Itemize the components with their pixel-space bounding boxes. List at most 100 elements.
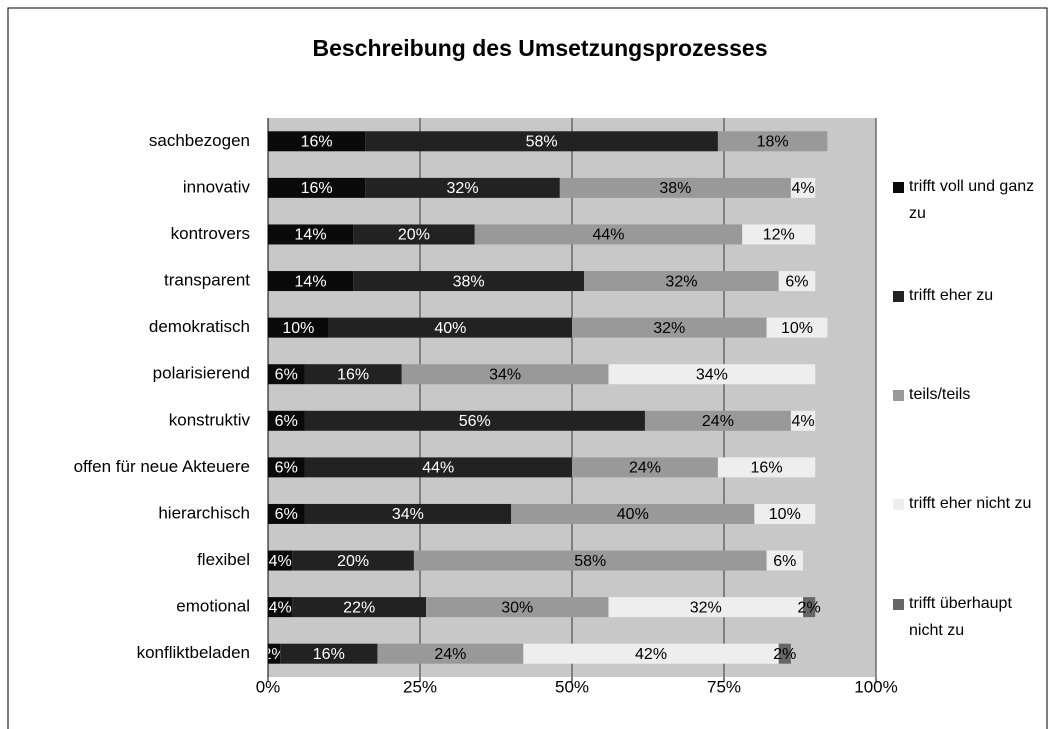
legend-swatch xyxy=(893,182,904,193)
bar-segment xyxy=(268,410,305,431)
bar-segment xyxy=(766,317,828,338)
data-label: 4% xyxy=(269,599,292,616)
bar-segment xyxy=(644,410,791,431)
data-label: 6% xyxy=(785,273,808,290)
bar-segment xyxy=(304,364,402,385)
bar-segment xyxy=(268,503,305,524)
legend-swatch xyxy=(893,390,904,401)
data-label: 32% xyxy=(690,599,722,616)
bar-segment xyxy=(328,317,572,338)
chart-title: Beschreibung des Umsetzungsprozesses xyxy=(312,35,767,61)
legend-label: trifft eher nicht zu xyxy=(909,495,1032,512)
bar-segment xyxy=(292,550,414,571)
data-label: 44% xyxy=(592,227,624,244)
data-label: 10% xyxy=(282,320,314,337)
data-label: 58% xyxy=(526,134,558,151)
x-tick-label: 75% xyxy=(707,677,741,696)
bar-segment xyxy=(268,131,366,152)
legend-label: trifft eher zu xyxy=(909,287,994,304)
bar-segment xyxy=(268,364,305,385)
bar-segment xyxy=(608,597,804,618)
data-label: 32% xyxy=(665,273,697,290)
bar-segment xyxy=(717,131,828,152)
bar-segment xyxy=(353,224,475,245)
bar-segment xyxy=(365,131,718,152)
data-label: 32% xyxy=(653,320,685,337)
data-label: 58% xyxy=(574,553,606,570)
data-label: 10% xyxy=(769,506,801,523)
bar-segment xyxy=(474,224,743,245)
bar-segment xyxy=(790,410,816,431)
bar-segment xyxy=(413,550,767,571)
data-label: 16% xyxy=(337,366,369,383)
bar-segment xyxy=(304,457,572,478)
bar-segment xyxy=(511,503,755,524)
bar-segment xyxy=(778,271,816,292)
data-label: 2% xyxy=(773,646,796,663)
x-tick-label: 50% xyxy=(555,677,589,696)
data-label: 4% xyxy=(791,413,814,430)
data-label: 6% xyxy=(773,553,796,570)
legend-label: trifft voll und ganz zu xyxy=(909,178,1035,222)
data-label: 32% xyxy=(447,180,479,197)
legend-label: trifft überhaupt nicht zu xyxy=(909,595,1012,639)
data-label: 4% xyxy=(791,180,814,197)
data-label: 44% xyxy=(422,460,454,477)
bar-segment xyxy=(365,177,560,198)
bar-segment xyxy=(717,457,816,478)
data-label: 4% xyxy=(269,553,292,570)
data-label: 42% xyxy=(635,646,667,663)
bar-segment xyxy=(790,177,816,198)
y-tick-label: innovativ xyxy=(183,177,251,196)
data-label: 6% xyxy=(275,413,298,430)
data-label: 16% xyxy=(313,646,345,663)
bar-segment xyxy=(803,597,816,618)
bar-segment xyxy=(268,224,354,245)
bar-segment xyxy=(304,503,512,524)
bar-segment xyxy=(377,643,524,664)
bar-segment xyxy=(778,643,791,664)
data-label: 6% xyxy=(275,506,298,523)
data-label: 14% xyxy=(295,227,327,244)
data-label: 34% xyxy=(392,506,424,523)
bar-segment xyxy=(353,271,585,292)
bar-segment xyxy=(268,317,329,338)
data-label: 56% xyxy=(459,413,491,430)
data-label: 18% xyxy=(757,134,789,151)
bar-segment xyxy=(268,597,293,618)
bar-segment xyxy=(584,271,779,292)
y-tick-label: transparent xyxy=(164,271,250,290)
legend-swatch xyxy=(893,291,904,302)
y-tick-label: hierarchisch xyxy=(158,503,250,522)
bar-segment xyxy=(766,550,804,571)
y-tick-label: kontrovers xyxy=(171,224,250,243)
bar-segment xyxy=(559,177,791,198)
bar-segment xyxy=(742,224,816,245)
bar-segment xyxy=(292,597,427,618)
bar-segment xyxy=(268,177,366,198)
legend-swatch xyxy=(893,599,904,610)
y-tick-label: emotional xyxy=(176,597,250,616)
data-label: 34% xyxy=(696,366,728,383)
bar-segment xyxy=(426,597,609,618)
bar-segment xyxy=(268,271,354,292)
bar-segment xyxy=(268,457,305,478)
bar-segment xyxy=(608,364,816,385)
data-label: 30% xyxy=(501,599,533,616)
y-tick-label: konstruktiv xyxy=(169,410,251,429)
bar-segment xyxy=(523,643,779,664)
data-label: 24% xyxy=(702,413,734,430)
bar-segment xyxy=(572,317,767,338)
bar-segment xyxy=(268,643,281,664)
y-tick-label: offen für neue Akteuere xyxy=(74,457,250,476)
y-tick-label: sachbezogen xyxy=(149,131,250,150)
data-label: 38% xyxy=(453,273,485,290)
chart-border xyxy=(7,7,1048,729)
legend-swatch xyxy=(893,499,904,510)
bar-segment xyxy=(268,550,293,571)
data-label: 20% xyxy=(398,227,430,244)
bar-segment xyxy=(572,457,718,478)
data-label: 14% xyxy=(295,273,327,290)
data-label: 38% xyxy=(659,180,691,197)
